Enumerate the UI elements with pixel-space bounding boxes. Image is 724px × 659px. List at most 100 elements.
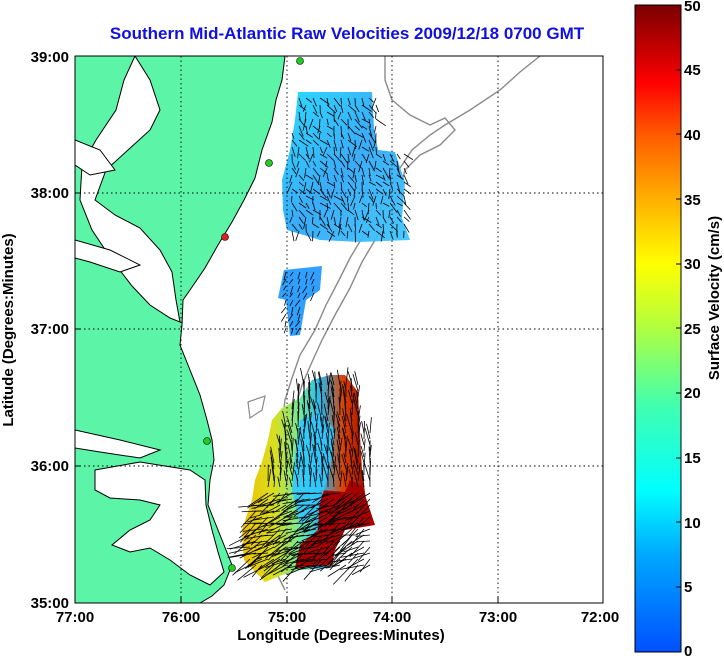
colorbar-tick-label: 20 <box>684 385 701 402</box>
velocity-vector-arrow <box>361 230 369 236</box>
velocity-vector-arrow <box>382 167 389 179</box>
velocity-vector-arrow <box>375 230 385 239</box>
velocity-vector-arrow <box>334 498 359 510</box>
velocity-vector-arrow <box>319 111 323 119</box>
velocity-vector-arrow <box>285 458 289 476</box>
map-title: Southern Mid-Atlantic Raw Velocities 200… <box>109 24 585 43</box>
velocity-vector-arrow <box>319 223 328 230</box>
velocity-vector-arrow <box>361 174 365 185</box>
velocity-vector-arrow <box>291 160 296 170</box>
velocity-vector-arrow <box>345 435 348 452</box>
velocity-vector-arrow <box>389 174 392 182</box>
velocity-vector-arrow <box>296 475 299 488</box>
velocity-vector-arrow <box>312 443 317 464</box>
velocity-vector-arrow <box>289 552 317 555</box>
velocity-vector-arrow <box>361 188 364 198</box>
velocity-vector-arrow <box>287 417 293 434</box>
velocity-vector-arrow <box>347 209 355 216</box>
velocity-vector-arrow <box>304 552 329 555</box>
velocity-vector-arrow <box>346 522 371 529</box>
velocity-vector-arrow <box>344 510 371 522</box>
velocity-vector-arrow <box>259 498 281 506</box>
velocity-vector-arrow <box>247 498 263 509</box>
velocity-vector-arrow <box>321 424 325 440</box>
velocity-vector-arrow <box>332 504 347 521</box>
velocity-vector-arrow <box>281 498 299 511</box>
velocity-vector-arrow <box>300 522 323 530</box>
velocity-vector-arrow <box>227 552 251 558</box>
velocity-vector-arrow <box>250 534 263 546</box>
velocity-vector-arrow <box>304 528 323 548</box>
velocity-vector-arrow <box>228 546 257 554</box>
velocity-vector-arrow <box>298 132 305 141</box>
velocity-field-north <box>282 92 410 242</box>
velocity-vector-arrow <box>291 132 295 140</box>
velocity-vector-arrow <box>347 181 356 192</box>
velocity-vector-arrow <box>368 195 375 203</box>
velocity-vector-arrow <box>310 181 314 193</box>
velocity-vector-arrow <box>361 146 370 152</box>
velocity-vector-arrow <box>389 195 396 206</box>
velocity-vector-arrow <box>333 174 337 182</box>
velocity-vector-arrow <box>368 125 373 137</box>
velocity-vector-arrow <box>305 188 313 195</box>
velocity-vector-arrow <box>319 160 329 168</box>
velocity-vector-arrow <box>263 534 287 548</box>
velocity-vector-arrow <box>288 278 294 285</box>
velocity-vector-arrow <box>313 534 329 538</box>
velocity-vector-arrow <box>346 414 353 434</box>
velocity-vector-arrow <box>324 416 329 428</box>
velocity-vector-arrow <box>368 174 372 182</box>
velocity-vector-arrow <box>254 540 275 547</box>
velocity-vector-arrow <box>339 470 343 488</box>
velocity-vector-arrow <box>326 174 329 182</box>
velocity-vector-arrow <box>291 407 294 428</box>
velocity-vector-arrow <box>361 97 365 107</box>
velocity-vector-arrow <box>302 118 307 131</box>
velocity-vector-arrow <box>351 464 354 476</box>
velocity-vector-arrow <box>344 441 347 458</box>
velocity-vector-arrow <box>298 188 306 195</box>
velocity-vector-arrow <box>300 546 317 550</box>
velocity-vector-arrow <box>315 383 317 404</box>
velocity-vector-arrow <box>319 195 329 201</box>
velocity-vector-arrow <box>403 209 411 220</box>
velocity-vector-arrow <box>312 139 319 146</box>
velocity-vector-arrow <box>347 174 355 183</box>
velocity-vector-arrow <box>288 540 311 555</box>
velocity-vector-arrow <box>289 299 294 307</box>
velocity-vector-arrow <box>355 540 371 543</box>
velocity-vector-arrow <box>266 552 287 567</box>
velocity-vector-arrow <box>382 153 386 162</box>
velocity-vector-arrow <box>357 446 360 458</box>
velocity-vector-arrow <box>380 195 384 205</box>
velocity-vector-arrow <box>309 415 312 434</box>
velocity-vector-arrow <box>368 118 371 128</box>
velocity-vector-arrow <box>259 534 275 537</box>
velocity-vector-arrow <box>256 552 281 559</box>
velocity-vector-arrow <box>276 522 305 526</box>
radar-station-marker <box>221 233 229 241</box>
velocity-vector-arrow <box>330 188 335 199</box>
velocity-vector-arrow <box>283 285 287 291</box>
velocity-vector-arrow <box>263 558 281 572</box>
velocity-vector-arrow <box>329 552 341 567</box>
velocity-vector-arrow <box>296 306 301 316</box>
velocity-vector-arrow <box>354 104 360 113</box>
velocity-vector-arrow <box>326 118 329 126</box>
velocity-vector-arrow <box>314 371 317 392</box>
velocity-vector-arrow <box>339 534 353 551</box>
velocity-vector-arrow <box>326 223 333 232</box>
y-tick-label: 35:00 <box>31 595 69 612</box>
velocity-vector-arrow <box>343 452 347 464</box>
velocity-vector-arrow <box>361 132 367 143</box>
velocity-vector-arrow <box>305 174 314 180</box>
velocity-vector-arrow <box>361 104 372 112</box>
velocity-vector-arrow <box>354 223 357 231</box>
velocity-vector-arrow <box>298 216 304 224</box>
velocity-vector-arrow <box>312 146 315 158</box>
velocity-vector-arrow <box>356 390 359 404</box>
velocity-vector-arrow <box>273 534 293 549</box>
velocity-vector-arrow <box>349 449 353 470</box>
velocity-vector-arrow <box>332 528 353 546</box>
